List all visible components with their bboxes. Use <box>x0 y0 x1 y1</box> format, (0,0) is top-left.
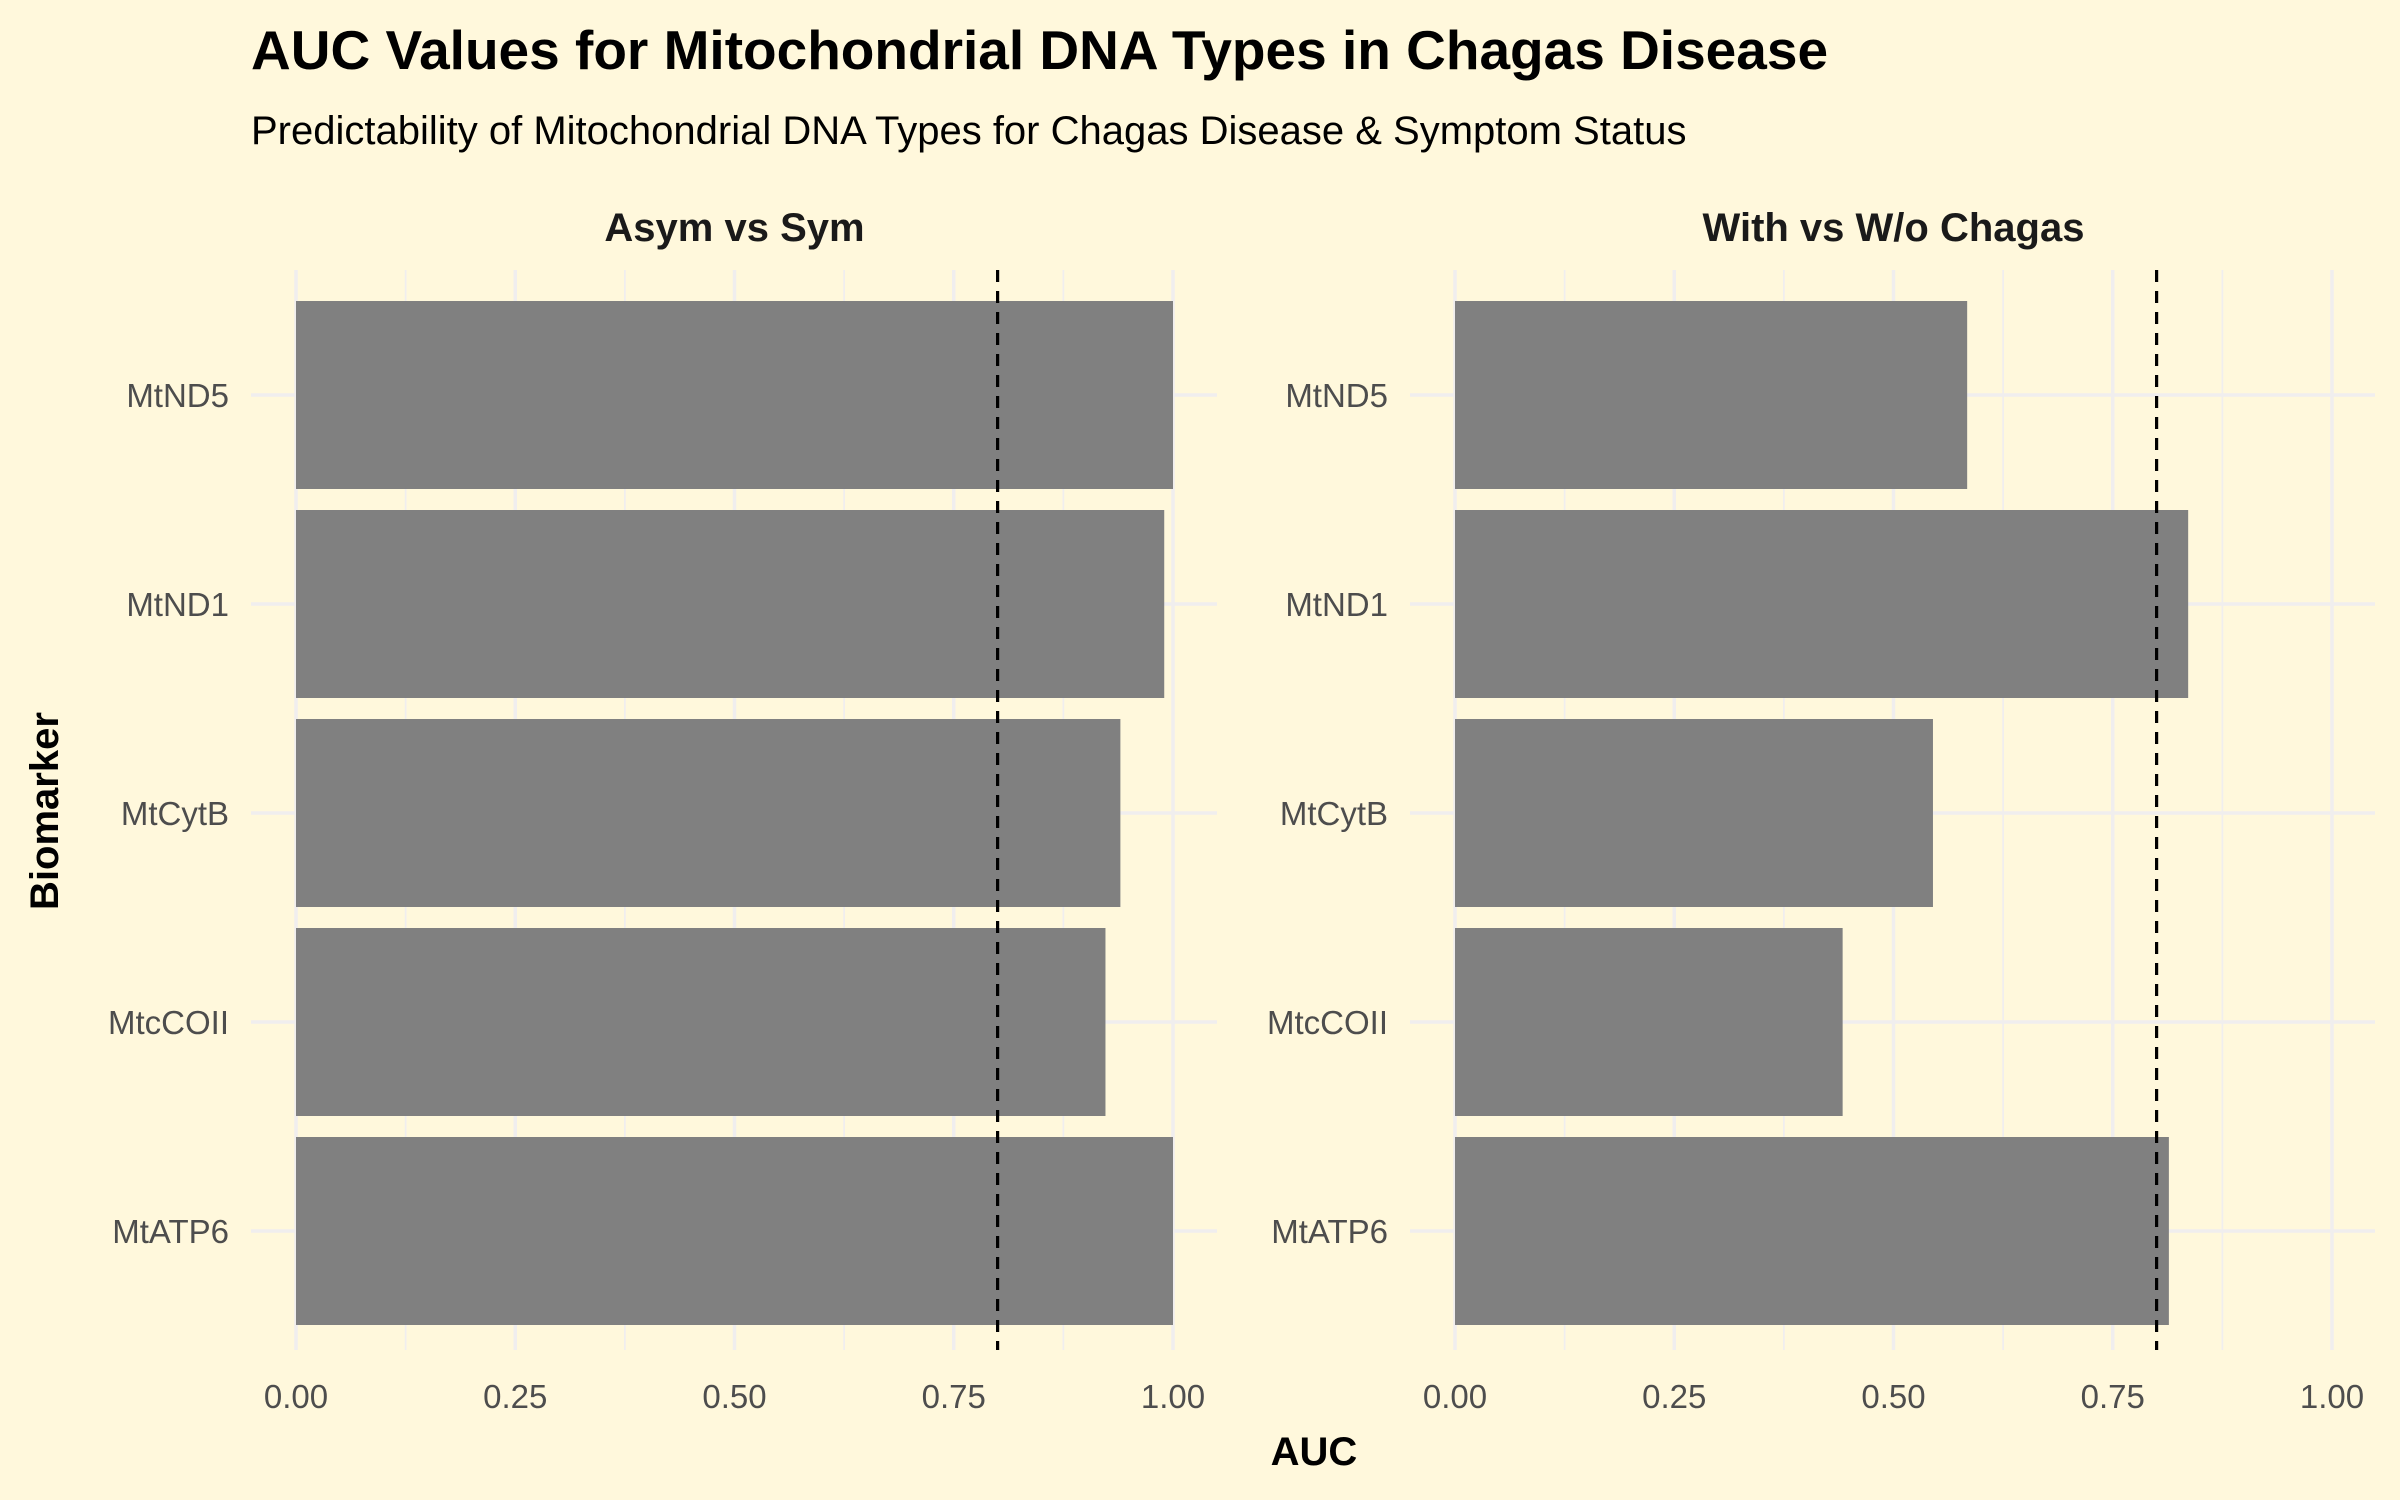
chart-subtitle: Predictability of Mitochondrial DNA Type… <box>251 109 1686 153</box>
y-tick-label: MtCytB <box>1280 795 1388 832</box>
y-tick-label: MtCytB <box>121 795 229 832</box>
facet-label: Asym vs Sym <box>604 206 864 250</box>
bar-mtccoii <box>1455 928 1843 1116</box>
x-tick-label: 0.50 <box>1861 1378 1925 1415</box>
x-tick-label: 1.00 <box>1141 1378 1205 1415</box>
chart-title: AUC Values for Mitochondrial DNA Types i… <box>251 19 1828 81</box>
x-tick-label: 0.00 <box>1423 1378 1487 1415</box>
x-axis-title: AUC <box>1271 1430 1358 1474</box>
y-axis-title: Biomarker <box>23 712 67 910</box>
x-tick-label: 0.75 <box>922 1378 986 1415</box>
y-tick-label: MtATP6 <box>1271 1213 1388 1250</box>
bar-mtnd1 <box>296 510 1165 698</box>
bar-mtnd5 <box>296 301 1173 489</box>
bar-mtatp6 <box>1455 1137 2169 1325</box>
panel-asym-vs-sym: Asym vs Sym MtND5 MtND1 MtCytB MtcCOII MtATP6… <box>108 206 1217 1415</box>
facet-label: With vs W/o Chagas <box>1703 206 2085 250</box>
x-tick-label: 1.00 <box>2300 1378 2364 1415</box>
x-tick-label: 0.00 <box>264 1378 328 1415</box>
y-tick-label: MtcCOII <box>108 1004 229 1041</box>
x-tick-label: 0.25 <box>483 1378 547 1415</box>
y-tick-label: MtND1 <box>126 586 229 623</box>
x-tick-label: 0.50 <box>702 1378 766 1415</box>
bar-mtcytb <box>296 719 1121 907</box>
bar-mtnd1 <box>1455 510 2189 698</box>
bar-mtatp6 <box>296 1137 1173 1325</box>
y-tick-label: MtND5 <box>1285 377 1388 414</box>
y-tick-label: MtND1 <box>1285 586 1388 623</box>
y-tick-label: MtND5 <box>126 377 229 414</box>
y-tick-label: MtcCOII <box>1267 1004 1388 1041</box>
x-tick-label: 0.25 <box>1642 1378 1706 1415</box>
bar-mtcytb <box>1455 719 1933 907</box>
bar-mtccoii <box>296 928 1106 1116</box>
bar-mtnd5 <box>1455 301 1968 489</box>
x-tick-label: 0.75 <box>2081 1378 2145 1415</box>
panel-with-vs-without-chagas: With vs W/o Chagas MtND5 MtND1 MtCytB MtcCOI… <box>1267 206 2375 1415</box>
y-tick-label: MtATP6 <box>112 1213 229 1250</box>
